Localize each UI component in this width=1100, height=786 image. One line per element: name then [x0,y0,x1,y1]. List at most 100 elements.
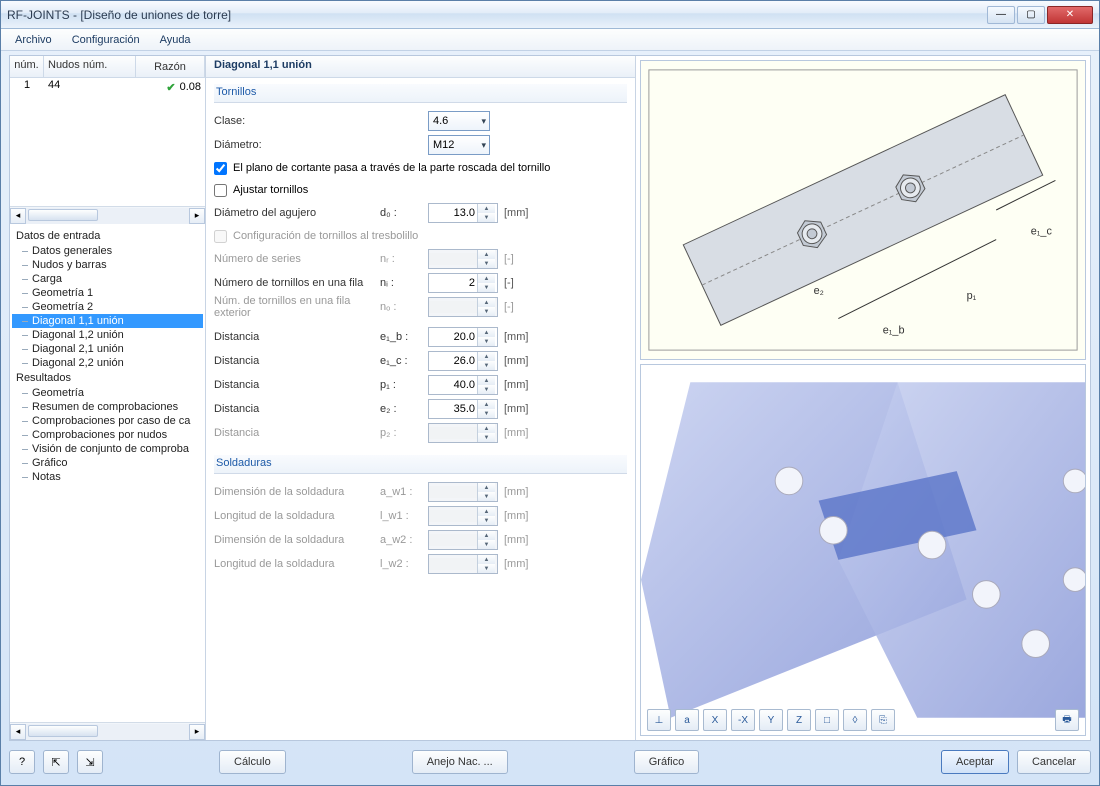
panel-title: Diagonal 1,1 unión [206,56,635,78]
tree-item[interactable]: Comprobaciones por caso de ca [12,414,203,428]
tree-item[interactable]: Comprobaciones por nudos [12,428,203,442]
view-button[interactable]: X [703,709,727,731]
tree-item[interactable]: Notas [12,470,203,484]
checkbox-ajustar[interactable] [214,184,227,197]
anejo-button[interactable]: Anejo Nac. ... [412,750,508,774]
input-p1[interactable]: ▲▼ [428,375,498,395]
left-panel: núm. Nudos núm. Razón 1 44 ✔ 0.08 ◂ ▸ [10,56,206,740]
input-lw2: ▲▼ [428,554,498,574]
preview-3d[interactable]: ⊥aX-XYZ□◊⎘ 🖶 [640,364,1086,736]
label-dia-agujero: Diámetro del agujero [214,207,374,219]
import-button[interactable]: ⇱ [43,750,69,774]
dim-e2: e₂ [814,285,824,297]
scroll-right-icon[interactable]: ▸ [189,724,205,740]
view-button[interactable]: Y [759,709,783,731]
tree-item[interactable]: Carga [12,272,203,286]
tree-item[interactable]: Gráfico [12,456,203,470]
tree-item[interactable]: Geometría [12,386,203,400]
label-clase: Clase: [214,115,374,127]
tree-item[interactable]: Visión de conjunto de comproba [12,442,203,456]
cell-num: 1 [10,78,44,96]
checkbox-plano[interactable] [214,162,227,175]
menu-archivo[interactable]: Archivo [7,32,60,48]
close-button[interactable]: ✕ [1047,6,1093,24]
input-d0[interactable]: ▲▼ [428,203,498,223]
label-num-tornillos-fila: Número de tornillos en una fila [214,277,374,289]
input-e1c[interactable]: ▲▼ [428,351,498,371]
dim-e1b: e₁_b [883,324,905,336]
chk-plano-cortante[interactable]: El plano de cortante pasa a través de la… [214,157,627,179]
label-num-tornillos-ext: Núm. de tornillos en una fila exterior [214,295,374,319]
print-icon[interactable]: 🖶 [1055,709,1079,731]
calculo-button[interactable]: Cálculo [219,750,286,774]
footer: ? ⇱ ⇲ Cálculo Anejo Nac. ... Gráfico Ace… [9,747,1091,777]
view-button[interactable]: -X [731,709,755,731]
tree-resultados[interactable]: Resultados [12,370,203,386]
cell-nudos: 44 [44,78,136,96]
label-diametro: Diámetro: [214,139,374,151]
view-button[interactable]: a [675,709,699,731]
view-button[interactable]: ⎘ [871,709,895,731]
scroll-left-icon[interactable]: ◂ [10,208,26,224]
combo-clase[interactable]: 4.6 [428,111,490,131]
col-nudos[interactable]: Nudos núm. [44,56,136,77]
menu-ayuda[interactable]: Ayuda [152,32,199,48]
tree-datos-entrada[interactable]: Datos de entrada [12,228,203,244]
input-e2[interactable]: ▲▼ [428,399,498,419]
scroll-left-icon[interactable]: ◂ [10,724,26,740]
input-nr: ▲▼ [428,249,498,269]
tree-item[interactable]: Geometría 1 [12,286,203,300]
minimize-button[interactable]: — [987,6,1015,24]
input-lw1: ▲▼ [428,506,498,526]
view-button[interactable]: ◊ [843,709,867,731]
titlebar: RF-JOINTS - [Diseño de uniones de torre]… [1,1,1099,29]
grafico-button[interactable]: Gráfico [634,750,699,774]
tree-item[interactable]: Diagonal 1,2 unión [12,328,203,342]
cancelar-button[interactable]: Cancelar [1017,750,1091,774]
sym-d0: d₀ : [380,207,422,219]
tree-item[interactable]: Resumen de comprobaciones [12,400,203,414]
input-e1b[interactable]: ▲▼ [428,327,498,347]
view-button[interactable]: Z [787,709,811,731]
tree-item[interactable]: Diagonal 2,1 unión [12,342,203,356]
menu-configuracion[interactable]: Configuración [64,32,148,48]
view-button[interactable]: □ [815,709,839,731]
cell-razon: ✔ 0.08 [136,78,205,96]
view-button[interactable]: ⊥ [647,709,671,731]
col-num[interactable]: núm. [10,56,44,77]
nav-tree: Datos de entrada Datos generalesNudos y … [10,224,205,722]
input-ni[interactable]: ▲▼ [428,273,498,293]
input-no: ▲▼ [428,297,498,317]
tree-item[interactable]: Diagonal 2,2 unión [12,356,203,370]
dim-e1c: e₁_c [1031,226,1053,238]
grid-hscroll[interactable]: ◂ ▸ [10,206,205,224]
chk-ajustar[interactable]: Ajustar tornillos [214,179,627,201]
menubar: Archivo Configuración Ayuda [1,29,1099,51]
preview-panel: e₁_c p₁ e₁_b e₂ [636,56,1090,740]
tree-item[interactable]: Diagonal 1,1 unión [12,314,203,328]
preview-2d[interactable]: e₁_c p₁ e₁_b e₂ [640,60,1086,360]
check-icon: ✔ [166,81,175,94]
scroll-thumb[interactable] [28,725,98,737]
combo-diametro[interactable]: M12 [428,135,490,155]
tree-item[interactable]: Datos generales [12,244,203,258]
grid-header: núm. Nudos núm. Razón [10,56,205,78]
aceptar-button[interactable]: Aceptar [941,750,1009,774]
grid-row[interactable]: 1 44 ✔ 0.08 [10,78,205,96]
export-button[interactable]: ⇲ [77,750,103,774]
chk-tresbolillo: Configuración de tornillos al tresbolill… [214,225,627,247]
section-soldaduras: Soldaduras [214,455,627,474]
tree-item[interactable]: Geometría 2 [12,300,203,314]
tree-hscroll[interactable]: ◂ ▸ [10,722,205,740]
label-num-series: Número de series [214,253,374,265]
form-panel: Diagonal 1,1 unión Tornillos Clase: 4.6 … [206,56,636,740]
checkbox-tresbolillo [214,230,227,243]
tree-item[interactable]: Nudos y barras [12,258,203,272]
scroll-right-icon[interactable]: ▸ [189,208,205,224]
help-button[interactable]: ? [9,750,35,774]
section-tornillos: Tornillos [214,84,627,103]
input-aw2: ▲▼ [428,530,498,550]
col-razon[interactable]: Razón [136,56,205,77]
maximize-button[interactable]: ▢ [1017,6,1045,24]
scroll-thumb[interactable] [28,209,98,221]
